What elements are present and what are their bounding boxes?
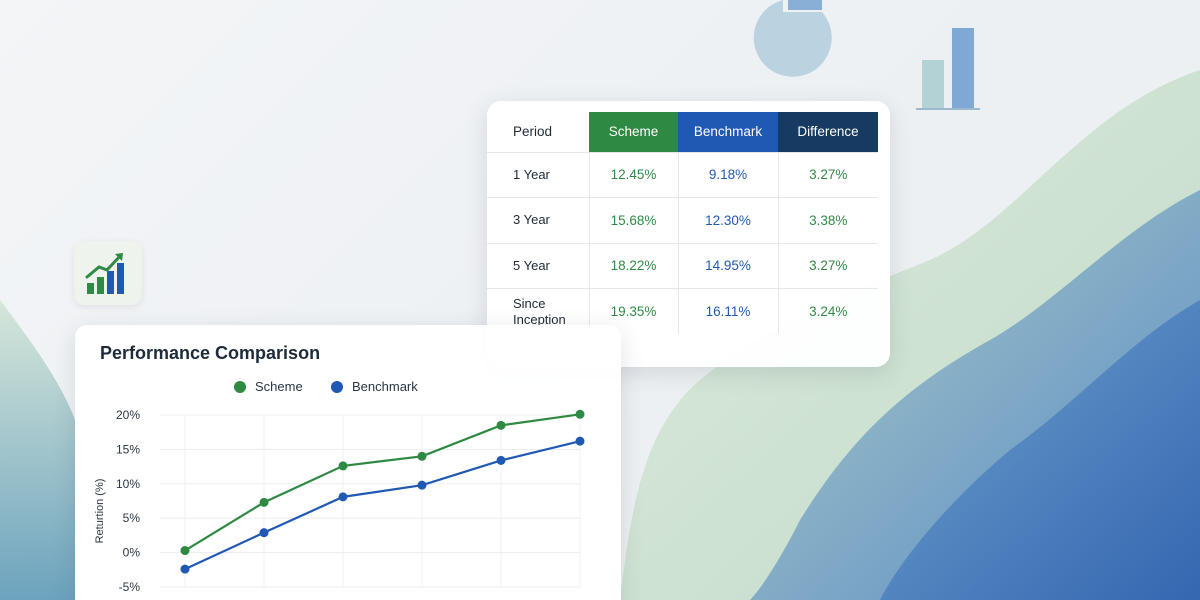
data-point-benchmark xyxy=(496,455,506,465)
performance-chart-card: Performance Comparison 20% 15% 10% 5% 0% -5% R… xyxy=(75,325,621,600)
chart-title: Performance Comparison xyxy=(100,343,321,363)
cell-period: 1 Year xyxy=(487,151,590,198)
cell-difference: 3.38% xyxy=(778,197,878,243)
series-line-benchmark xyxy=(184,440,581,571)
y-tick-label: 0% xyxy=(123,546,141,560)
data-point-benchmark xyxy=(338,492,348,502)
legend-marker-scheme xyxy=(234,381,246,393)
data-point-scheme xyxy=(338,461,348,471)
data-point-scheme xyxy=(417,451,427,461)
returns-table: Period Scheme Benchmark Difference 1 Yea… xyxy=(487,112,878,334)
table-row: 1 Year 12.45% 9.18% 3.27% xyxy=(487,151,878,198)
data-point-benchmark xyxy=(180,564,190,574)
cell-period: 5 Year xyxy=(487,242,590,289)
cell-benchmark: 16.11% xyxy=(678,288,779,334)
cell-benchmark: 14.95% xyxy=(678,242,779,289)
header-benchmark: Benchmark xyxy=(678,112,778,152)
cell-difference: 3.27% xyxy=(778,242,878,289)
data-point-benchmark xyxy=(259,528,269,538)
cell-period: 3 Year xyxy=(487,197,590,243)
cell-scheme: 15.68% xyxy=(589,197,679,243)
y-axis-label: Returtion (%) xyxy=(94,479,106,544)
data-point-scheme xyxy=(496,420,506,430)
decorative-bar-icon xyxy=(916,28,980,110)
data-point-scheme xyxy=(575,409,585,419)
performance-line-chart: 20% 15% 10% 5% 0% -5% Returtion (%) Scheme Bench… xyxy=(94,379,585,594)
legend-marker-benchmark xyxy=(331,381,343,393)
data-point-scheme xyxy=(259,497,269,507)
data-point-benchmark xyxy=(417,480,427,490)
cell-scheme: 12.45% xyxy=(589,151,679,198)
header-period: Period xyxy=(513,124,553,140)
data-point-scheme xyxy=(180,546,190,556)
trend-bar-chart-icon xyxy=(85,253,124,294)
legend-label-benchmark: Benchmark xyxy=(352,379,418,394)
table-row: 5 Year 18.22% 14.95% 3.27% xyxy=(487,242,878,289)
data-point-benchmark xyxy=(575,436,585,446)
returns-table-card: Period Scheme Benchmark Difference 1 Yea… xyxy=(487,101,890,367)
y-tick-label: -5% xyxy=(119,580,141,594)
trend-bar-chart-tile xyxy=(74,241,142,305)
cell-scheme: 18.22% xyxy=(589,242,679,289)
cell-scheme: 19.35% xyxy=(589,288,679,334)
header-scheme: Scheme xyxy=(589,112,678,152)
y-tick-label: 15% xyxy=(116,442,140,456)
y-tick-label: 20% xyxy=(116,408,140,422)
header-difference: Difference xyxy=(778,112,878,152)
decorative-pie-icon xyxy=(753,0,832,77)
cell-difference: 3.27% xyxy=(778,151,878,198)
cell-benchmark: 12.30% xyxy=(678,197,779,243)
y-tick-label: 5% xyxy=(123,511,141,525)
legend-label-scheme: Scheme xyxy=(255,379,303,394)
cell-benchmark: 9.18% xyxy=(678,151,779,198)
y-tick-label: 10% xyxy=(116,477,140,491)
series-line-scheme xyxy=(184,413,581,552)
cell-difference: 3.24% xyxy=(778,288,878,334)
table-row: 3 Year 15.68% 12.30% 3.38% xyxy=(487,197,878,243)
